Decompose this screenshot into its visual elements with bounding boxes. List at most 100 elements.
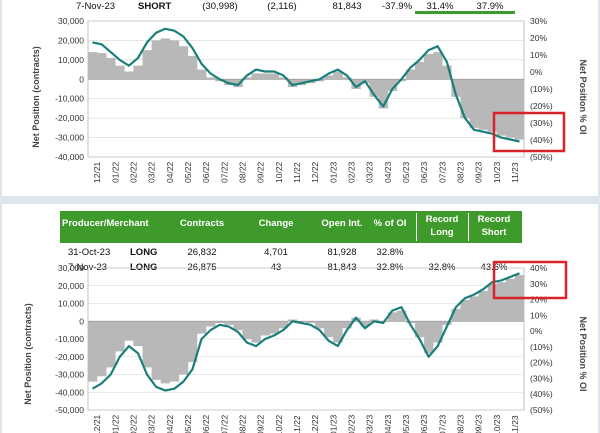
area-bar [487, 79, 498, 132]
x-tick-label: 06/23 [419, 161, 429, 183]
y-tick-label: 30,000 [58, 16, 84, 26]
area-bar [251, 321, 261, 343]
area-bar [178, 46, 189, 80]
y2-tick-label: 40% [530, 263, 547, 273]
area-bar [342, 77, 352, 80]
area-bar [469, 296, 479, 322]
bottom-table-row2-direction: LONG [130, 262, 157, 273]
y2-tick-label: 20% [530, 295, 547, 305]
area-bar [187, 321, 198, 363]
area-bar [415, 321, 425, 338]
area-bar [442, 65, 452, 80]
top-table-open-int: 81,843 [332, 1, 361, 12]
area-bar [115, 65, 125, 80]
bottom-chart-x-ticks: 12/21 01/22 02/22 03/22 04/22 05/22 06/22 07/22… [92, 414, 520, 433]
top-table-date: 7-Nov-23 [76, 1, 115, 12]
x-tick-label: 07/23 [437, 414, 447, 433]
x-tick-label: 03/22 [147, 414, 157, 433]
y2-tick-label: (50%) [530, 405, 553, 415]
bottom-table-header-pct-oi: % of OI [374, 218, 407, 229]
area-bar [151, 40, 161, 80]
x-tick-label: 04/23 [383, 161, 393, 183]
area-bar [514, 79, 525, 140]
x-tick-label: 01/23 [328, 414, 338, 433]
top-y2-axis-title: Net Position % OI [578, 59, 588, 134]
area-bar [451, 308, 461, 322]
area-bar [333, 321, 343, 343]
top-chart-x-ticks: 12/21 01/22 02/22 03/22 04/22 05/22 06/22 07/22… [92, 161, 520, 183]
x-tick-label: 09/23 [474, 161, 484, 183]
x-tick-label: 06/23 [419, 414, 429, 433]
bottom-table-row1-change: 4,701 [264, 247, 288, 258]
area-bar [233, 79, 243, 88]
area-bar [433, 52, 443, 80]
area-bar [287, 79, 298, 88]
bottom-chart-panel: Producer/Merchant Contracts Change Open … [2, 204, 598, 433]
x-tick-label: 06/22 [201, 161, 211, 183]
x-tick-label: 05/23 [401, 414, 411, 433]
y-tick-label: -10,000 [55, 334, 84, 344]
bottom-table-row2-contracts: 26,875 [187, 262, 216, 273]
y-tick-label: -30,000 [55, 370, 84, 380]
x-tick-label: 11/23 [510, 162, 520, 183]
x-tick-label: 09/23 [474, 414, 484, 433]
top-table-record-short: 37.9% [477, 1, 504, 12]
area-bar [242, 77, 252, 80]
area-bar [97, 53, 107, 80]
area-bar [469, 79, 479, 128]
area-bar [106, 321, 116, 368]
top-table-green-edge [415, 11, 515, 14]
y-tick-label: 0 [79, 74, 84, 84]
area-bar [106, 57, 116, 80]
area-bar [133, 65, 143, 80]
bottom-table-row1-open-int: 81,928 [327, 247, 356, 258]
area-bar [324, 75, 334, 80]
area-bar [169, 40, 180, 80]
y-tick-label: -50,000 [55, 405, 84, 415]
bottom-table-header-edge [58, 211, 60, 243]
x-tick-label: 06/22 [201, 414, 211, 433]
y2-tick-label: 0% [530, 67, 543, 77]
x-tick-label: 02/23 [346, 161, 356, 183]
area-bar [215, 321, 225, 324]
y2-tick-label: (30%) [530, 118, 553, 128]
y-tick-label: 0 [79, 316, 84, 326]
y-tick-label: 20,000 [58, 35, 84, 45]
x-tick-label: 03/23 [365, 414, 375, 433]
y2-tick-label: 10% [530, 50, 547, 60]
area-bar [242, 321, 252, 339]
area-bar [260, 73, 270, 80]
bottom-table-header-contracts: Contracts [180, 218, 224, 229]
area-bar [333, 71, 343, 80]
area-bar [442, 321, 452, 325]
x-tick-label: 11/22 [292, 162, 302, 183]
y-tick-label: -40,000 [55, 387, 84, 397]
area-bar [142, 321, 152, 368]
top-y-axis-title: Net Position (contracts) [31, 46, 41, 148]
area-bar [142, 50, 152, 80]
area-bar [405, 321, 416, 324]
bottom-table-row2-change: 43 [271, 262, 282, 273]
area-bar [233, 321, 243, 331]
bottom-y2-axis-title: Net Position % OI [578, 316, 588, 391]
x-tick-label: 07/22 [219, 161, 229, 183]
area-bar [160, 38, 171, 80]
bottom-table-row1-direction: LONG [130, 247, 157, 258]
y-tick-label: 30,000 [58, 263, 84, 273]
area-bar [197, 69, 207, 80]
top-chart-area-series [88, 38, 525, 140]
area-bar [369, 79, 379, 97]
y-tick-label: -10,000 [55, 94, 84, 104]
x-tick-label: 11/22 [292, 415, 302, 433]
x-tick-label: 10/23 [492, 414, 502, 433]
area-bar [260, 321, 270, 336]
bottom-chart-area-series [88, 275, 525, 384]
area-bar [496, 282, 507, 322]
area-bar [278, 321, 289, 329]
area-bar [460, 299, 470, 322]
area-bar [451, 79, 461, 97]
x-tick-label: 08/23 [455, 161, 465, 183]
bottom-table-header-open-int: Open Int. [321, 218, 362, 229]
area-bar [360, 321, 370, 327]
y-tick-label: -40,000 [55, 152, 84, 162]
